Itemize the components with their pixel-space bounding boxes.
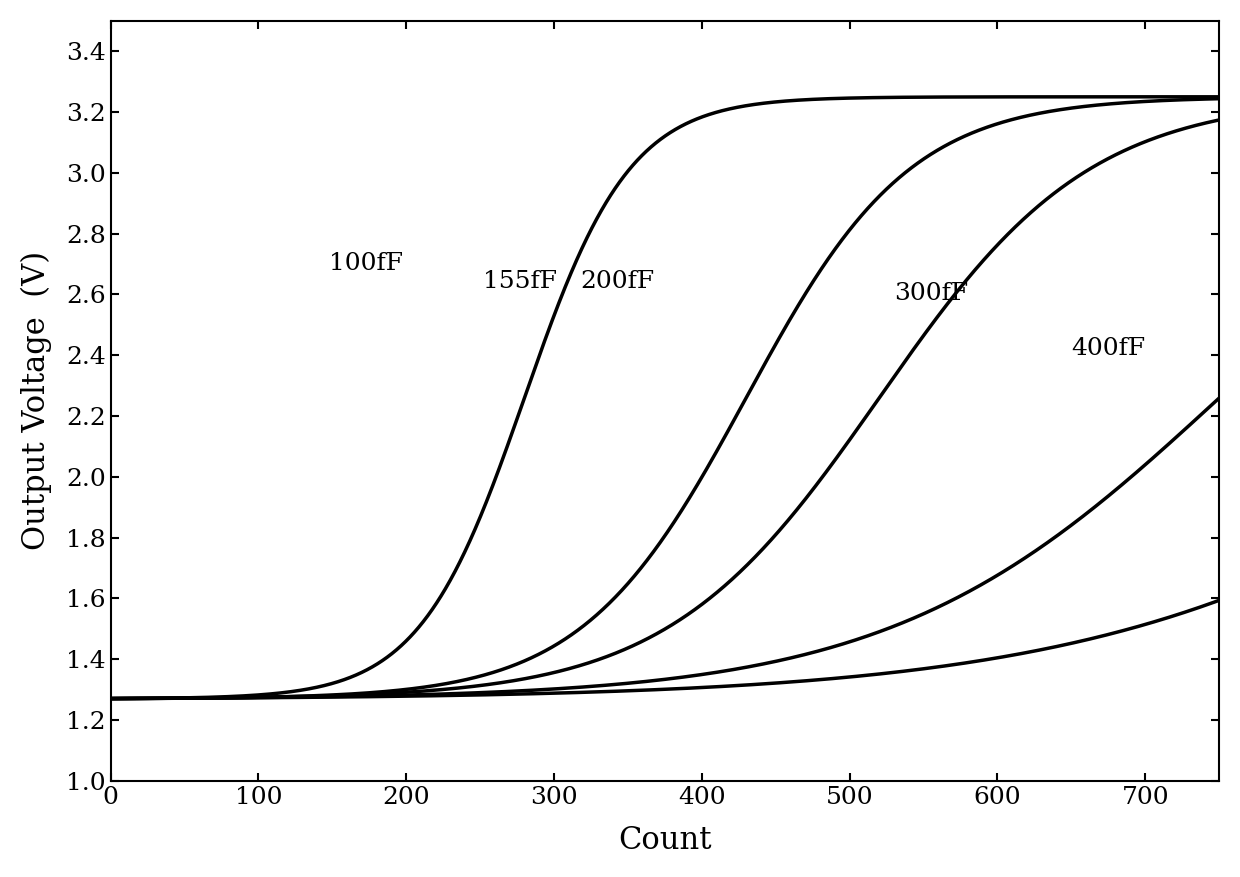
Text: 200fF: 200fF: [580, 270, 655, 293]
Text: 300fF: 300fF: [894, 282, 968, 305]
Text: 100fF: 100fF: [330, 252, 403, 275]
Text: 400fF: 400fF: [1071, 337, 1146, 360]
X-axis label: Count: Count: [618, 825, 712, 856]
Text: 155fF: 155fF: [484, 270, 557, 293]
Y-axis label: Output Voltage  (V): Output Voltage (V): [21, 251, 52, 550]
